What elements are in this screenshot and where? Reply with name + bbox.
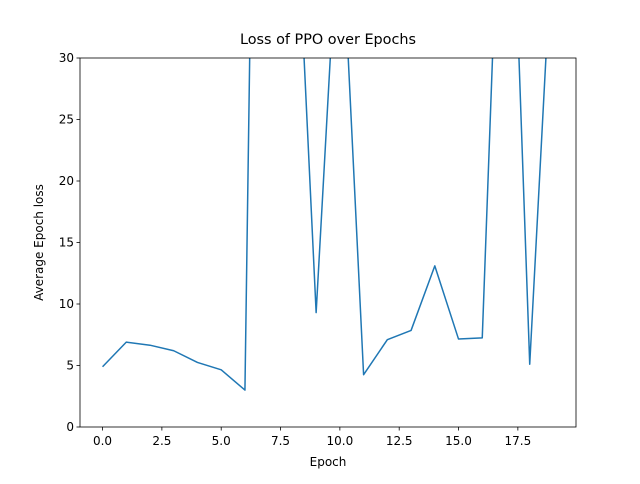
- x-tick-label: 7.5: [271, 434, 290, 448]
- x-tick-label: 15.0: [445, 434, 472, 448]
- x-tick-label: 12.5: [386, 434, 413, 448]
- y-tick-label: 5: [66, 359, 74, 373]
- y-axis-label: Average Epoch loss: [32, 184, 46, 301]
- y-tick-label: 30: [59, 51, 74, 65]
- y-tick-label: 10: [59, 297, 74, 311]
- loss-line: [102, 58, 547, 391]
- y-tick-label: 25: [59, 113, 74, 127]
- plot-frame: [79, 57, 577, 428]
- x-tick-label: 17.5: [504, 434, 531, 448]
- y-tick-label: 20: [59, 174, 74, 188]
- x-tick-label: 5.0: [212, 434, 231, 448]
- x-axis-label: Epoch: [310, 455, 347, 469]
- y-tick-label: 15: [59, 236, 74, 250]
- x-tick-label: 2.5: [152, 434, 171, 448]
- x-tick-label: 0.0: [93, 434, 112, 448]
- x-tick-label: 10.0: [327, 434, 354, 448]
- y-tick-label: 0: [66, 420, 74, 434]
- chart-title: Loss of PPO over Epochs: [240, 32, 416, 48]
